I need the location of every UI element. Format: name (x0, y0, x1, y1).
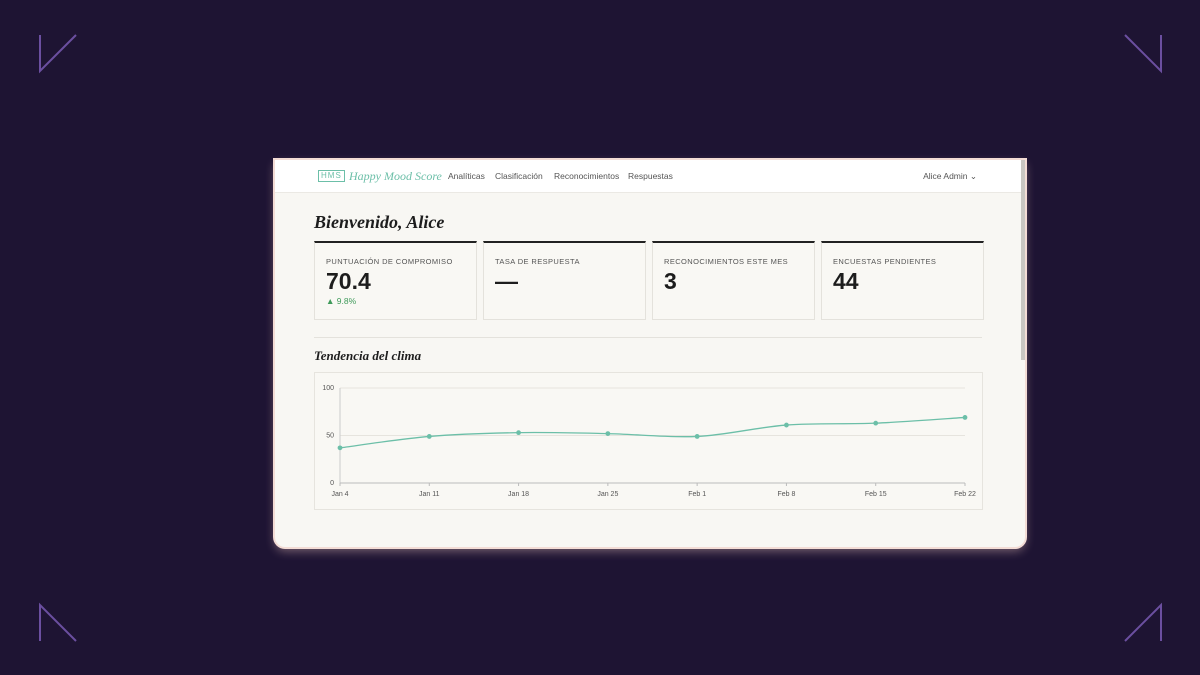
stat-label: TASA DE RESPUESTA (495, 257, 580, 266)
y-tick-label: 0 (330, 480, 334, 487)
stat-change: ▲ 9.8% (326, 296, 357, 306)
y-tick-label: 100 (322, 385, 334, 392)
stat-card: TASA DE RESPUESTA — (483, 241, 646, 320)
scrollbar[interactable] (1021, 160, 1025, 360)
stat-label: RECONOCIMIENTOS ESTE MES (664, 257, 789, 266)
data-point (605, 431, 611, 436)
chart-title: Tendencia del clima (314, 348, 422, 363)
data-point (426, 434, 432, 439)
x-tick-label: Jan 11 (419, 491, 440, 498)
data-point (784, 422, 789, 428)
x-tick-label: Feb 1 (688, 491, 706, 498)
nav-link[interactable]: Analíticas (448, 171, 485, 181)
stat-card: PUNTUACIÓN DE COMPROMISO 70.4 ▲ 9.8% (314, 241, 477, 320)
corner (39, 602, 77, 642)
stat-value: — (495, 268, 518, 294)
x-tick-label: Jan 18 (508, 491, 529, 498)
chart: 0 50 100 Jan 4 Jan 11 Jan 18 Jan 25 Feb 1 Feb 8 F… (322, 385, 976, 498)
data-point (516, 430, 521, 436)
x-tick-label: Jan 4 (331, 491, 348, 498)
nav-link[interactable]: Reconocimientos (554, 171, 620, 181)
data-point (962, 415, 968, 420)
stat-value: 3 (664, 268, 677, 294)
top-bar: HMS Happy Mood Score Analíticas Clasific… (275, 160, 1025, 193)
stat-card: ENCUESTAS PENDIENTES 44 (821, 241, 984, 320)
logo[interactable]: HMS (318, 170, 345, 182)
y-tick-label: 50 (326, 432, 334, 439)
data-point (873, 420, 879, 426)
nav-link[interactable]: Clasificación (495, 171, 543, 181)
user-menu[interactable]: Alice Admin ⌄ (923, 171, 977, 181)
x-tick-label: Jan 25 (597, 491, 618, 498)
stat-value: 70.4 (326, 268, 371, 294)
welcome-title: Bienvenido, Alice (314, 212, 445, 232)
stat-value: 44 (833, 268, 859, 294)
stat-label: ENCUESTAS PENDIENTES (833, 257, 937, 266)
x-tick-label: Feb 15 (865, 491, 887, 498)
x-tick-label: Feb 8 (777, 491, 795, 498)
brand[interactable]: Happy Mood Score (349, 169, 442, 183)
data-point (694, 434, 700, 439)
data-point (337, 445, 343, 451)
app-window: HMS Happy Mood Score Analíticas Clasific… (275, 160, 1025, 547)
user-name: Alice Admin (923, 171, 968, 181)
stat-label: PUNTUACIÓN DE COMPROMISO (326, 257, 453, 266)
corner (1124, 34, 1162, 74)
trend-line (339, 416, 966, 449)
divider (314, 337, 982, 338)
chart-box: 0 50 100 Jan 4 Jan 11 Jan 18 Jan 25 Feb 1 Feb 8 F… (314, 372, 983, 510)
stat-card: RECONOCIMIENTOS ESTE MES 3 (652, 241, 815, 320)
nav-link[interactable]: Respuestas (628, 171, 673, 181)
x-tick-label: Feb 22 (954, 491, 976, 498)
corner (1124, 602, 1162, 642)
corner (39, 34, 77, 74)
